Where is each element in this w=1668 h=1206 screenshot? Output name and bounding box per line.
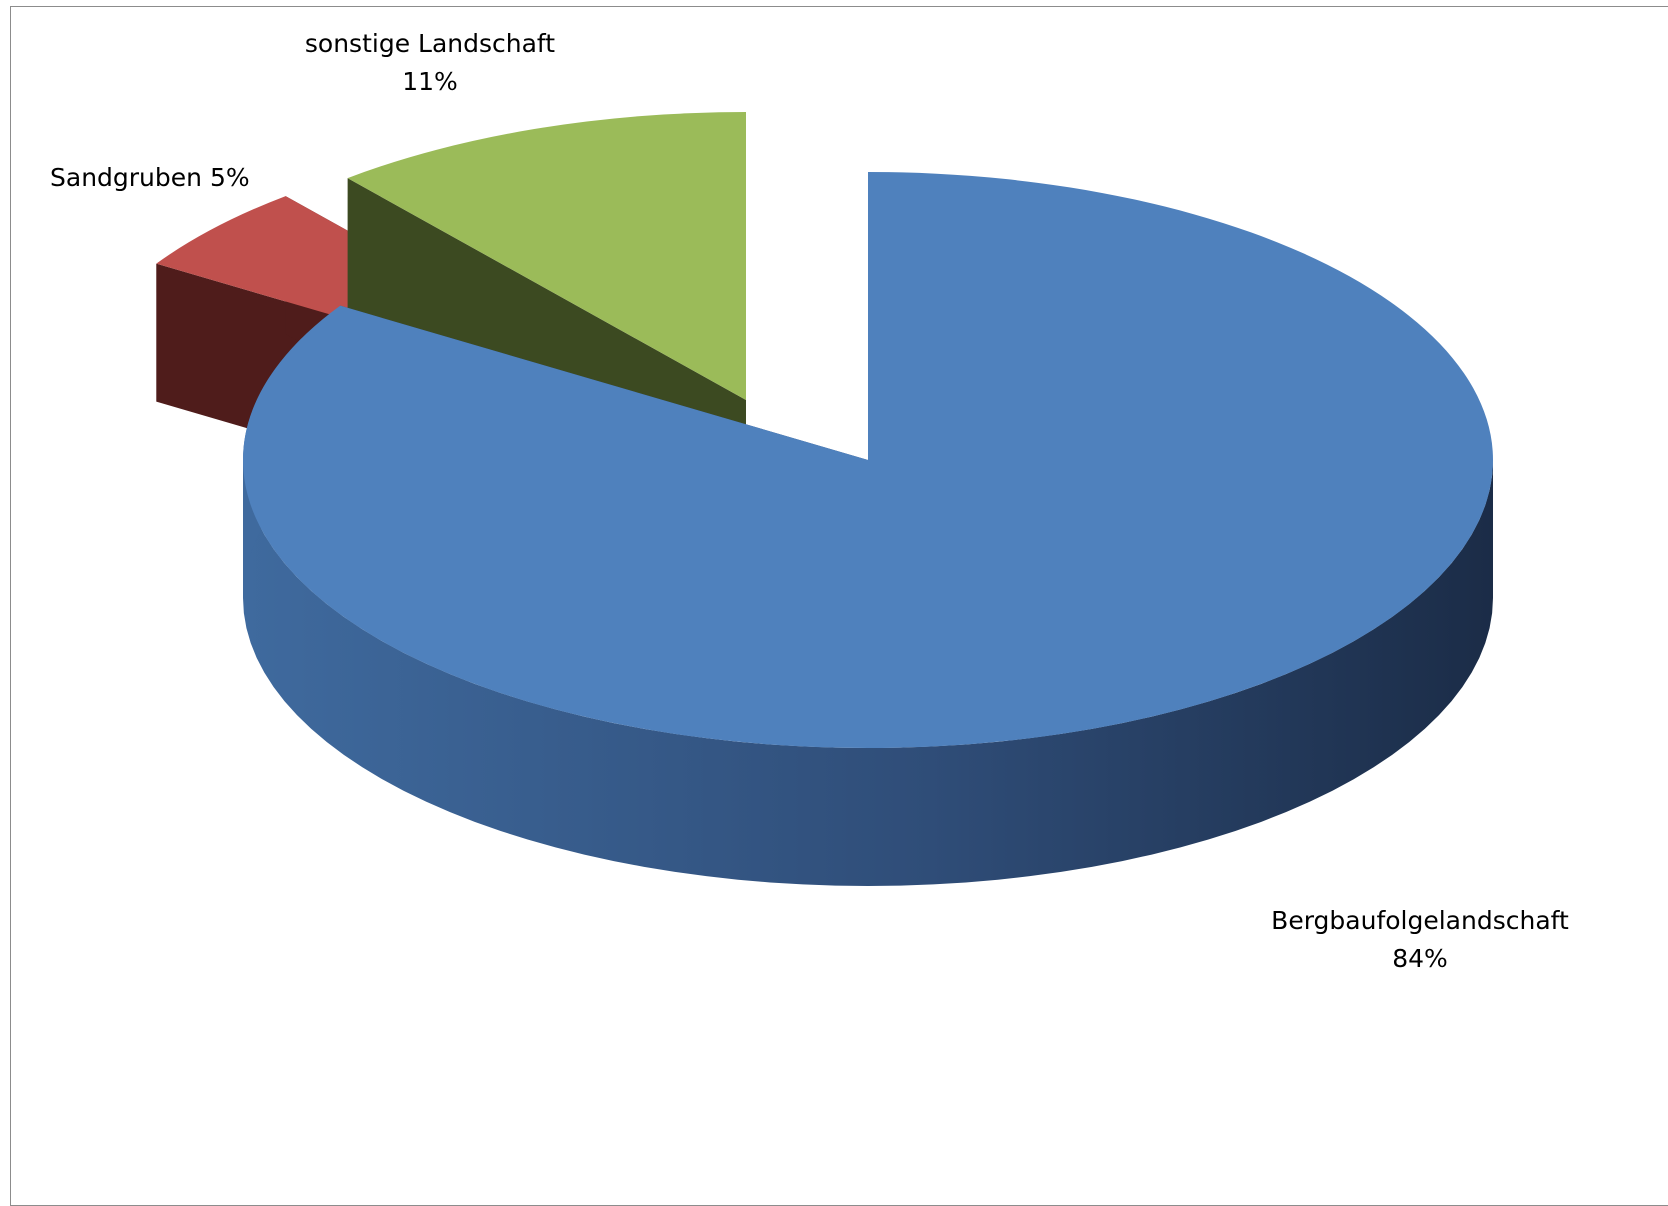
slice-top [242,172,1494,748]
slice-label-name: Bergbaufolgelandschaft [1271,906,1569,935]
slice-label-bergbaufolgelandschaft: Bergbaufolgelandschaft 84% [1270,902,1570,978]
slice-label-name: Sandgruben [50,163,202,192]
slice-top [347,112,746,400]
pie-chart [156,112,1494,886]
slice-label-name: sonstige Landschaft [304,29,556,58]
slice-label-percent: 5% [209,163,250,192]
slice-label-percent: 84% [1392,944,1448,973]
slice-label-sonstige-landschaft: sonstige Landschaft 11% [300,25,560,101]
slice-label-sandgruben: Sandgruben 5% [50,159,250,197]
slice-label-percent: 11% [402,67,458,96]
slice-side [243,460,1493,886]
pie-slice-bergbaufolgelandschaft [242,172,1494,886]
